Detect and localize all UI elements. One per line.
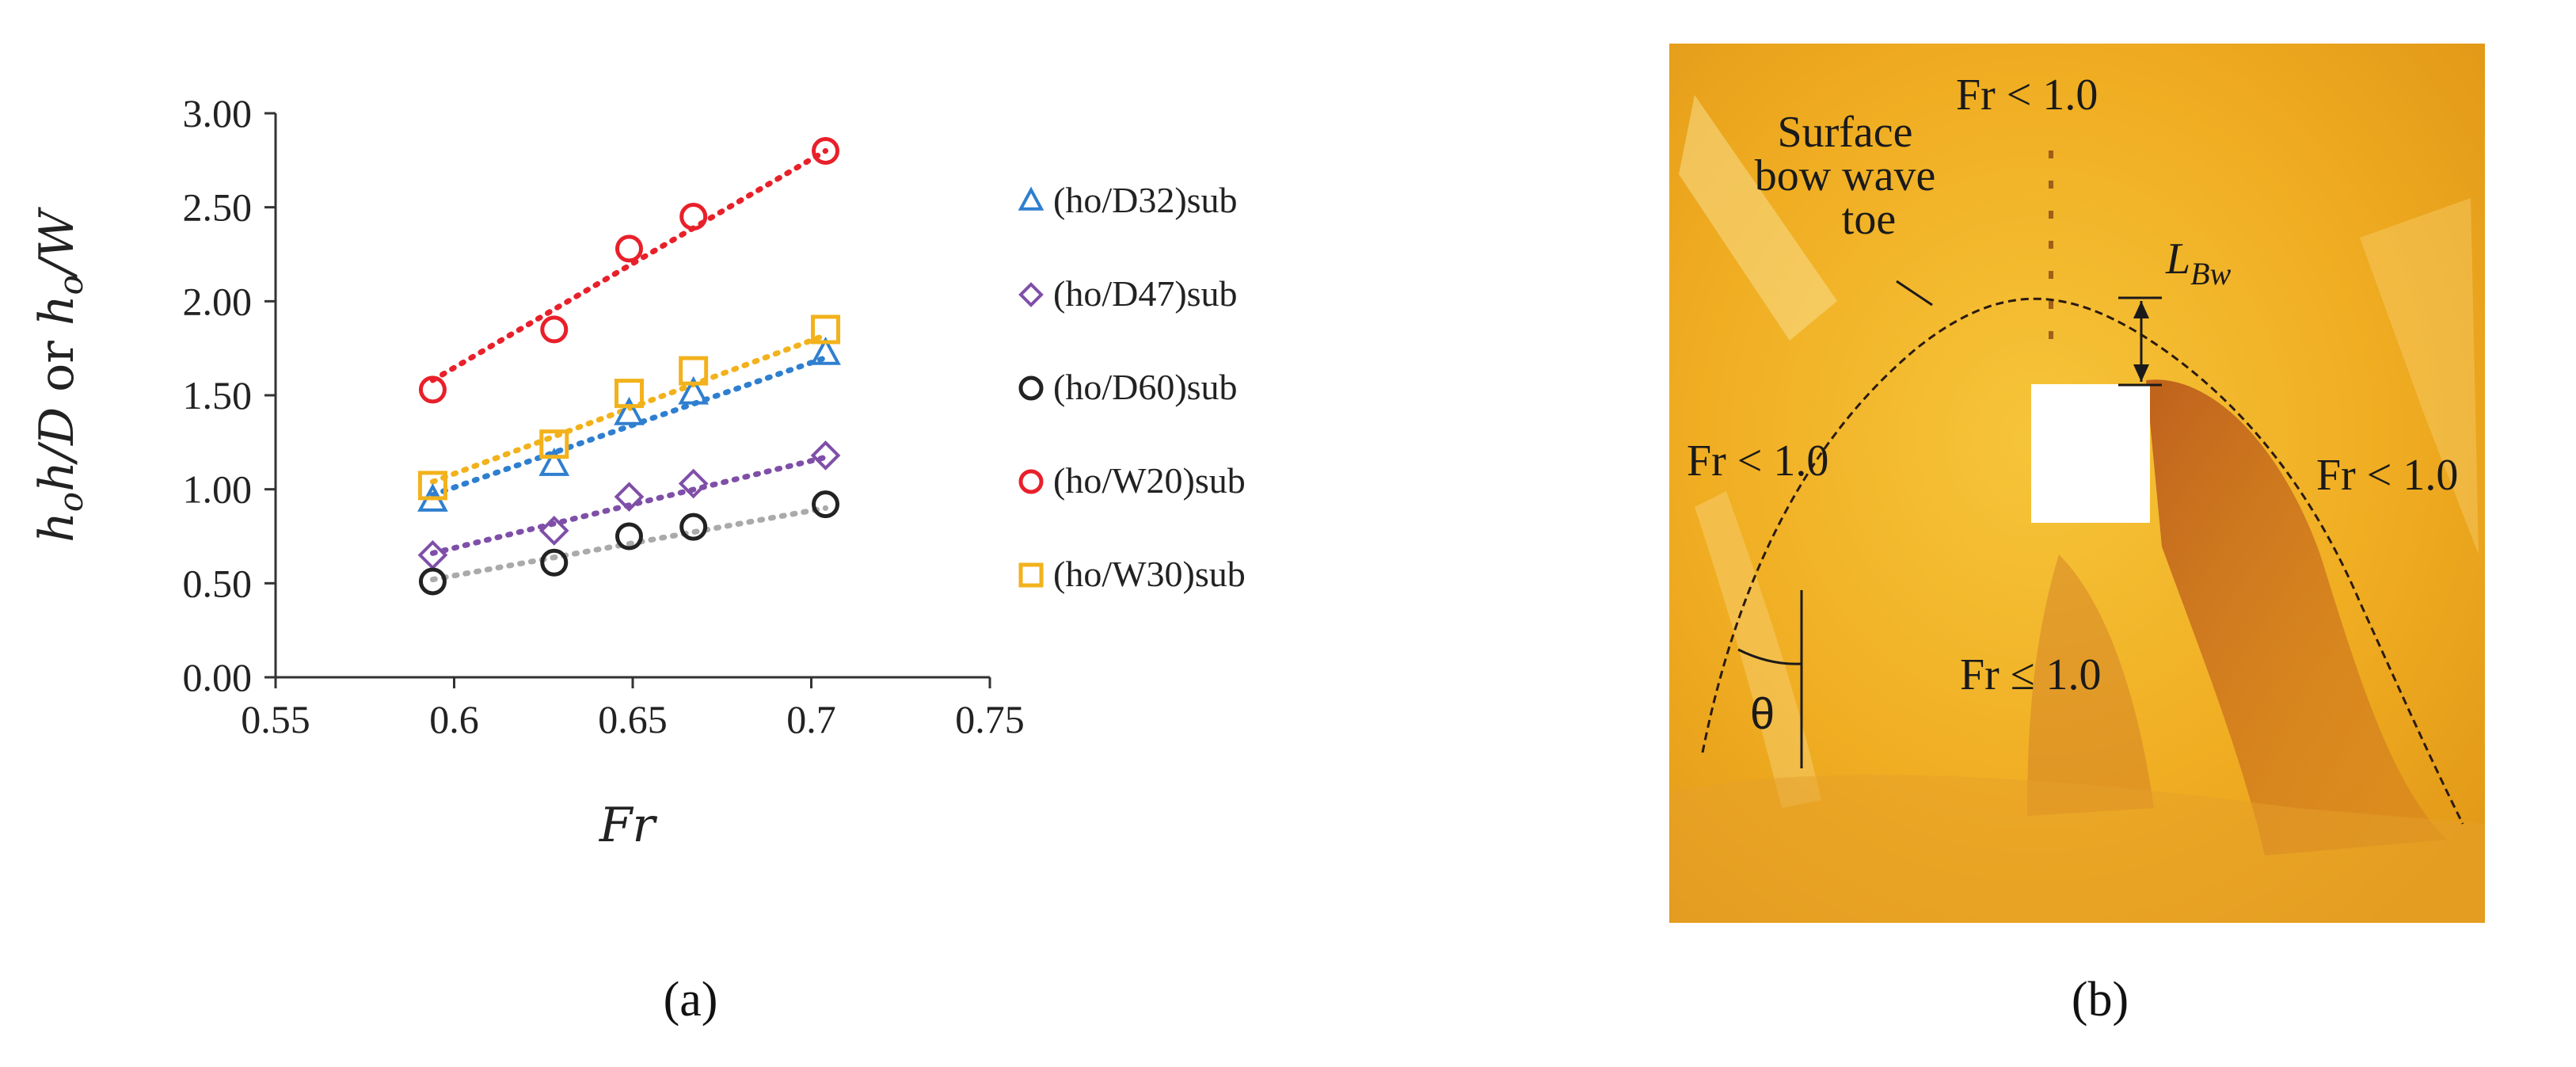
y-axis-label: hoh/D or ho/W xyxy=(29,207,90,543)
trendline-0 xyxy=(429,355,829,498)
data-point xyxy=(538,448,570,476)
data-point xyxy=(614,379,644,409)
legend-marker xyxy=(1018,282,1044,307)
y-tick-label: 0.50 xyxy=(183,561,253,605)
data-point xyxy=(812,136,840,165)
trendline-2 xyxy=(429,505,829,583)
data-point xyxy=(678,375,710,405)
fr-label-top: Fr < 1.0 xyxy=(1956,70,2098,120)
trendline-1 xyxy=(429,454,829,556)
data-point xyxy=(810,336,841,365)
y-tick-label: 2.50 xyxy=(183,185,253,230)
lbw-dimension xyxy=(2118,296,2162,387)
fr-label-center: Fr ≤ 1.0 xyxy=(1960,650,2102,699)
data-point xyxy=(418,567,447,596)
data-markers xyxy=(417,136,841,596)
theta-label: θ xyxy=(1750,688,1775,738)
fr-label-right: Fr < 1.0 xyxy=(2316,451,2458,500)
data-point xyxy=(615,522,643,551)
x-tick-label: 0.55 xyxy=(241,697,310,741)
data-point xyxy=(539,429,569,459)
data-point xyxy=(614,482,645,512)
x-tick-label: 0.7 xyxy=(786,697,836,741)
x-tick-label: 0.65 xyxy=(598,697,668,741)
bow-wave-label-line2: bow wave xyxy=(1755,151,1936,200)
data-point xyxy=(540,315,569,344)
photo-panel-b: LBw θ Surface bow wave toe Fr < 1.0 Fr <… xyxy=(1669,44,2485,1027)
x-axis-label: Fr xyxy=(599,798,658,853)
y-tick-label: 0.00 xyxy=(183,655,253,699)
bow-wave-pointer xyxy=(1896,280,1933,307)
photo-texture-right xyxy=(2360,198,2479,554)
legend-label: (ho/D47)sub xyxy=(1053,273,1238,314)
obstacle-block xyxy=(2031,384,2150,523)
legend-marker xyxy=(1018,186,1044,211)
data-point xyxy=(417,471,447,501)
wake-region-center xyxy=(2027,554,2154,816)
photo-texture-light-left xyxy=(1679,95,1837,341)
wake-region xyxy=(2146,379,2447,856)
data-point xyxy=(810,440,841,471)
theta-arc xyxy=(1737,648,1802,665)
data-point xyxy=(679,203,708,231)
data-point xyxy=(418,375,447,404)
legend-marker xyxy=(1018,469,1044,494)
data-point xyxy=(538,516,569,546)
legend-label: (ho/W20)sub xyxy=(1053,460,1246,501)
photo-texture-light-streaks xyxy=(1695,491,1821,808)
lbw-label: LBw xyxy=(2165,234,2232,292)
plot-area: 0.55 0.6 0.65 0.7 0.75 0.00 0.50 1.00 1.50 2.00 2… xyxy=(183,91,1025,741)
data-point xyxy=(615,234,643,263)
data-point xyxy=(812,490,840,519)
data-point xyxy=(679,513,708,541)
data-point xyxy=(614,396,645,425)
bow-wave-label-line1: Surface xyxy=(1777,108,1912,157)
lower-texture xyxy=(1669,775,2485,923)
x-tick-label: 0.75 xyxy=(955,697,1025,741)
data-point xyxy=(678,468,709,499)
trendline-4 xyxy=(429,332,829,485)
fr-label-left: Fr < 1.0 xyxy=(1687,436,1828,486)
bow-wave-curve xyxy=(1701,297,2464,825)
y-tick-label: 2.00 xyxy=(183,279,253,323)
legend-label: (ho/W30)sub xyxy=(1053,554,1246,594)
x-ticks: 0.55 0.6 0.65 0.7 0.75 xyxy=(241,677,1025,741)
trendlines xyxy=(429,147,829,583)
caption-b: (b) xyxy=(2072,973,2129,1027)
bow-wave-label-line3: toe xyxy=(1842,195,1896,244)
y-tick-label: 1.50 xyxy=(183,373,253,417)
x-tick-label: 0.6 xyxy=(429,697,479,741)
data-point xyxy=(679,356,709,386)
chart-panel-a: 0.55 0.6 0.65 0.7 0.75 0.00 0.50 1.00 1.50 2.00 2… xyxy=(29,91,1246,1027)
legend-label: (ho/D60)sub xyxy=(1053,367,1238,407)
y-ticks: 0.00 0.50 1.00 1.50 2.00 2.50 3.00 xyxy=(183,91,276,699)
legend-marker xyxy=(1018,375,1044,401)
legend-marker xyxy=(1018,562,1044,588)
chart-legend: (ho/D32)sub (ho/D47)sub (ho/D60)sub (ho/W20… xyxy=(1018,180,1246,594)
y-tick-label: 3.00 xyxy=(183,91,253,135)
data-point xyxy=(540,548,569,577)
data-point xyxy=(811,314,841,345)
trendline-3 xyxy=(429,147,829,383)
y-tick-label: 1.00 xyxy=(183,467,253,512)
legend-label: (ho/D32)sub xyxy=(1053,180,1238,220)
caption-a: (a) xyxy=(664,973,718,1027)
